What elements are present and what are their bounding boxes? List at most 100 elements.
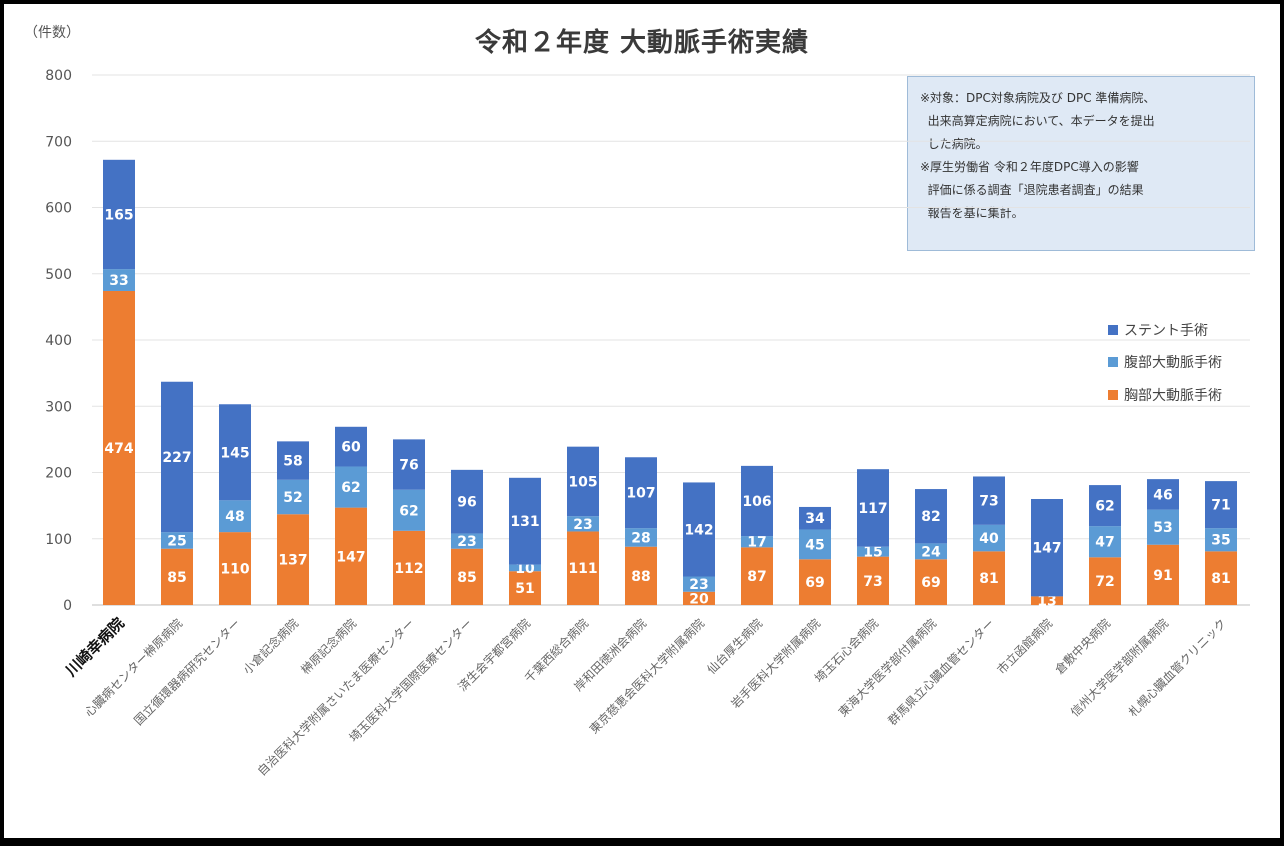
data-label: 46 xyxy=(1153,487,1172,503)
note-line: 評価に係る調査「退院患者調査」の結果 xyxy=(920,183,1144,197)
data-label: 82 xyxy=(921,509,940,525)
data-label: 96 xyxy=(457,495,476,511)
bar-segment xyxy=(973,524,1005,552)
data-label: 106 xyxy=(742,494,771,510)
y-tick-label: 800 xyxy=(45,68,72,84)
data-label: 111 xyxy=(568,561,597,577)
legend-swatch-thoracic xyxy=(1108,390,1118,400)
data-label: 52 xyxy=(283,490,302,506)
data-label: 40 xyxy=(979,531,999,547)
bar-segment xyxy=(1089,526,1121,558)
bar-segment xyxy=(103,159,135,270)
bar-segment xyxy=(277,441,309,480)
data-label: 165 xyxy=(104,207,133,223)
bar-segment xyxy=(393,489,425,531)
data-label: 13 xyxy=(1037,594,1056,610)
note-line: ※対象：DPC対象病院及び DPC 準備病院、 xyxy=(920,91,1156,105)
data-label: 69 xyxy=(805,575,824,591)
category-label: 東海大学医学部付属病院 xyxy=(835,616,939,720)
bar-segment xyxy=(857,469,889,547)
y-tick-label: 300 xyxy=(45,399,72,415)
data-label: 72 xyxy=(1095,574,1114,590)
category-label: 川崎幸病院 xyxy=(61,614,127,680)
bar-segment xyxy=(915,489,947,544)
bar-segment xyxy=(509,571,541,605)
data-label: 20 xyxy=(689,591,709,607)
y-axis-unit-label: （件数） xyxy=(24,25,80,41)
data-label: 23 xyxy=(689,577,708,593)
bar-segment xyxy=(567,446,599,517)
y-tick-label: 200 xyxy=(45,466,72,482)
bottom-black-bar xyxy=(0,838,1284,846)
category-label: 信州大学医学部附属病院 xyxy=(1067,616,1171,720)
data-label: 110 xyxy=(220,562,249,578)
data-label: 112 xyxy=(394,561,423,577)
category-label: 東京慈恵会医科大学附属病院 xyxy=(586,616,707,737)
bar-segment xyxy=(277,479,309,515)
bar-segment xyxy=(915,559,947,605)
bar-segment xyxy=(161,532,193,549)
bar-segment xyxy=(451,469,483,534)
category-label: 国立循環器病研究センター xyxy=(131,616,243,728)
bar-segment xyxy=(799,559,831,605)
bar-segment xyxy=(1089,485,1121,527)
category-label: 仙台厚生病院 xyxy=(704,616,766,678)
category-label: 市立函館病院 xyxy=(994,616,1056,678)
bar-segment xyxy=(857,556,889,605)
data-label: 28 xyxy=(631,530,650,546)
legend-item-stent: ステント手術 xyxy=(1108,320,1208,340)
y-tick-label: 500 xyxy=(45,267,72,283)
bar-segment xyxy=(1205,481,1237,529)
data-label: 45 xyxy=(805,537,824,553)
bar-segment xyxy=(567,516,599,532)
bar-segment xyxy=(1147,509,1179,545)
bar-segment xyxy=(799,529,831,560)
data-label: 25 xyxy=(167,533,186,549)
bar-segment xyxy=(393,530,425,605)
source-note-box: ※対象：DPC対象病院及び DPC 準備病院、 出来高算定病院において、本データ… xyxy=(907,76,1255,251)
legend-swatch-abdominal xyxy=(1108,357,1118,367)
legend-label-stent: ステント手術 xyxy=(1124,323,1208,339)
data-label: 69 xyxy=(921,575,940,591)
data-label: 10 xyxy=(515,561,535,577)
category-label: 榊原記念病院 xyxy=(298,616,360,678)
bar-segment xyxy=(741,465,773,537)
y-tick-label: 600 xyxy=(45,201,72,217)
bar-segment xyxy=(335,507,367,605)
bar-segment xyxy=(219,532,251,605)
bar-segment xyxy=(1089,557,1121,605)
bar-segment xyxy=(1205,528,1237,552)
bar-segment xyxy=(277,514,309,605)
data-label: 23 xyxy=(573,517,592,533)
data-label: 15 xyxy=(863,545,882,561)
note-line: ※厚生労働省 令和２年度DPC導入の影響 xyxy=(920,160,1139,174)
bar-segment xyxy=(1205,551,1237,605)
legend-label-abdominal: 腹部大動脈手術 xyxy=(1124,355,1222,371)
bar-segment xyxy=(1147,479,1179,510)
bar-segment xyxy=(1147,544,1179,605)
bar-segment xyxy=(625,457,657,529)
bar-segment xyxy=(393,439,425,490)
data-label: 81 xyxy=(1211,571,1230,587)
bar-segment xyxy=(219,500,251,533)
data-label: 35 xyxy=(1211,533,1230,549)
data-label: 142 xyxy=(684,522,713,538)
category-label: 埼玉医科大学国際医療センター xyxy=(346,616,475,745)
data-label: 105 xyxy=(568,474,597,490)
data-label: 88 xyxy=(631,569,650,585)
bar-segment xyxy=(103,290,135,605)
data-label: 73 xyxy=(863,574,882,590)
bar-segment xyxy=(799,506,831,530)
data-label: 107 xyxy=(626,486,655,502)
legend-item-abdominal: 腹部大動脈手術 xyxy=(1108,352,1222,372)
bar-segment xyxy=(1031,596,1063,605)
bar-segment xyxy=(335,466,367,508)
data-label: 73 xyxy=(979,494,998,510)
bar-segment xyxy=(973,476,1005,525)
bar-segment xyxy=(625,546,657,605)
bar-segment xyxy=(161,548,193,605)
data-label: 81 xyxy=(979,571,998,587)
data-label: 62 xyxy=(399,503,418,519)
note-line: した病院。 xyxy=(920,137,988,151)
